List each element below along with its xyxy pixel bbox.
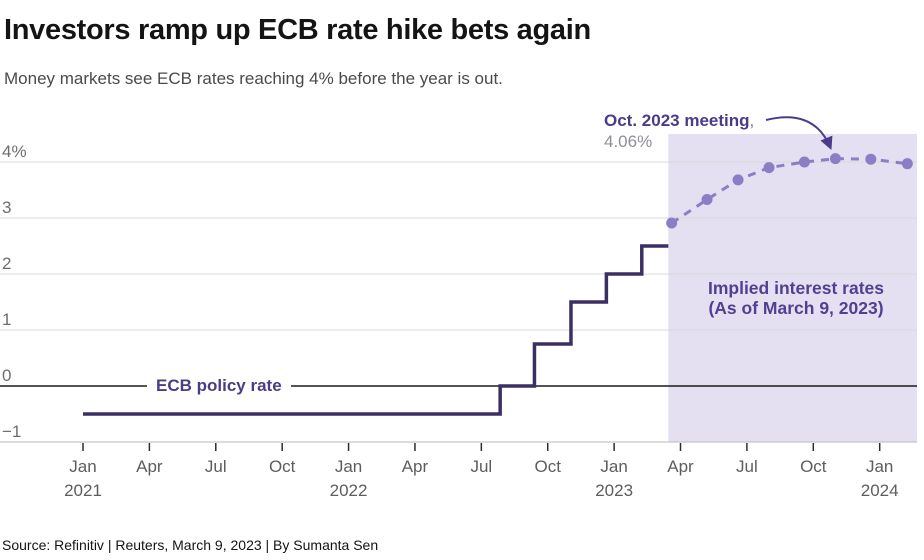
y-axis-label-−1: −1 [2, 422, 21, 441]
x-axis-month-label: Jan [335, 457, 362, 476]
y-axis-label-4%: 4% [2, 142, 27, 161]
y-axis-label-0: 0 [2, 366, 11, 385]
y-axis-label-2: 2 [2, 254, 11, 273]
x-axis-year-label: 2023 [595, 481, 633, 500]
source-attribution: Source: Refinitiv | Reuters, March 9, 20… [2, 537, 379, 553]
annotation-arrow [765, 116, 833, 151]
implied-rate-dot-jul-2023 [763, 162, 775, 174]
implied-rate-dot-may-2023 [701, 194, 713, 206]
x-axis-month-label: Apr [402, 457, 429, 476]
implied-rate-dot-jun-2023 [732, 174, 744, 186]
implied-rate-dot-feb-2024 [901, 158, 913, 170]
x-axis-year-label: 2022 [330, 481, 368, 500]
implied-rate-dot-mar-2023 [666, 217, 678, 229]
implied-rate-dot-oct-2023 [829, 153, 841, 165]
chart-subtitle: Money markets see ECB rates reaching 4% … [4, 69, 503, 88]
x-axis-month-label: Oct [535, 457, 562, 476]
implied-rates-dashed-line [670, 157, 908, 225]
plot-layer: 4% 3 2 1 0 −1 Jan 2021 Apr Jul Oct Jan 2022 Apr Jul Oct… [0, 116, 917, 500]
implied-rate-dot-sep-2023 [798, 156, 810, 168]
policy-rate-series-label: ECB policy rate [147, 376, 291, 396]
x-axis-month-label: Oct [269, 457, 296, 476]
y-axis-label-3: 3 [2, 198, 11, 217]
implied-forecast-band [668, 134, 917, 442]
ecb-policy-rate-line [83, 244, 669, 416]
x-axis-year-label: 2021 [64, 481, 102, 500]
x-axis-month-label: Apr [667, 457, 694, 476]
chart-title: Investors ramp up ECB rate hike bets aga… [4, 14, 591, 46]
annotation-label-text: Oct. 2023 meeting [604, 111, 750, 130]
x-axis-year-label: 2024 [861, 481, 899, 500]
annotation-value: 4.06% [604, 132, 653, 152]
x-axis-month-label: Jul [736, 457, 758, 476]
implied-rates-series-label: Implied interest rates (As of March 9, 2… [662, 278, 924, 318]
x-axis-month-label: Apr [136, 457, 163, 476]
x-axis-month-label: Jul [470, 457, 492, 476]
x-axis-month-label: Jan [866, 457, 893, 476]
x-axis-month-label: Oct [800, 457, 827, 476]
annotation-comma: , [749, 111, 755, 130]
x-axis-month-label: Jan [600, 457, 627, 476]
implied-rates-label-line2: (As of March 9, 2023) [708, 298, 884, 319]
x-axis-month-label: Jul [205, 457, 227, 476]
y-axis-label-1: 1 [2, 310, 11, 329]
implied-rates-label-line1: Implied interest rates [707, 278, 885, 298]
implied-rate-dot-dec-2023 [865, 153, 877, 165]
annotation-oct-2023-meeting: Oct. 2023 meeting, 4.06% [604, 110, 754, 153]
x-axis-month-label: Jan [69, 457, 96, 476]
annotation-label: Oct. 2023 meeting, [604, 110, 754, 131]
